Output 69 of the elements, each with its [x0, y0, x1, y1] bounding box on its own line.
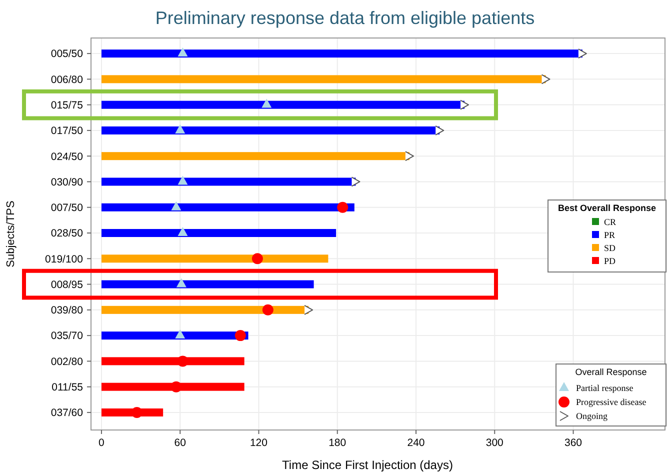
y-tick-label: 002/80	[50, 356, 84, 368]
point	[234, 330, 246, 342]
y-tick-label: 005/50	[50, 48, 84, 60]
y-tick-label: 006/80	[50, 74, 84, 86]
point	[171, 201, 182, 210]
bar	[101, 382, 244, 391]
text: Overall Response	[575, 367, 647, 377]
y-tick-label: 008/95	[50, 278, 84, 291]
bar	[101, 332, 248, 340]
x-tick-label: 360	[564, 437, 582, 449]
point	[578, 48, 587, 59]
point	[541, 74, 550, 84]
point	[176, 278, 186, 288]
text: Best Overall Response	[558, 203, 656, 213]
bar	[101, 203, 354, 212]
x-tick-label: 120	[250, 437, 268, 449]
x-tick-label: 180	[328, 437, 346, 449]
point	[460, 100, 469, 110]
bar	[101, 126, 440, 134]
bar	[101, 306, 309, 314]
bar	[101, 178, 356, 186]
bar	[101, 50, 582, 58]
point	[262, 98, 272, 108]
y-tick-label: 007/50	[50, 202, 84, 214]
x-tick-label: 240	[407, 437, 425, 449]
point	[178, 176, 188, 185]
y-tick-label: 039/80	[50, 304, 84, 317]
y-tick-label: 019/100	[45, 253, 84, 266]
x-axis-title: Time Since First Injection (days)	[282, 458, 453, 472]
legend-label: SD	[604, 243, 616, 254]
point	[177, 356, 188, 367]
x-tick-label: 300	[486, 437, 504, 449]
legend-label: Ongoing	[576, 411, 608, 422]
bar	[101, 152, 410, 160]
y-tick-label: 028/50	[50, 228, 84, 240]
y-axis-title: Subjects/TPS	[5, 200, 17, 268]
y-tick-label: 011/55	[52, 382, 84, 394]
point	[175, 124, 186, 134]
y-tick-label: 037/60	[50, 407, 84, 420]
point	[337, 202, 348, 213]
bar	[101, 254, 328, 263]
bar	[101, 75, 546, 84]
x-tick-label: 0	[98, 437, 105, 449]
point	[262, 304, 274, 316]
point	[175, 330, 186, 339]
point	[435, 125, 444, 136]
bar	[101, 280, 314, 288]
bar	[101, 357, 244, 366]
y-tick-label: 024/50	[50, 150, 84, 163]
point	[304, 304, 314, 315]
x-tick-label: 60	[174, 437, 186, 449]
legend-label: CR	[604, 217, 616, 228]
bar	[101, 100, 464, 109]
bar	[101, 229, 336, 237]
point	[178, 227, 188, 236]
legend-label: Partial response	[576, 383, 634, 394]
legend-label: PD	[604, 256, 616, 266]
y-tick-label: 015/75	[50, 99, 84, 112]
legend-label: PR	[604, 230, 616, 240]
point	[178, 48, 188, 57]
point	[351, 176, 360, 187]
point	[252, 253, 263, 264]
chart-title: Preliminary response data from eligible patients	[155, 8, 535, 28]
y-tick-label: 035/70	[50, 330, 84, 342]
point	[170, 381, 182, 392]
y-tick-label: 017/50	[50, 125, 84, 138]
point	[404, 151, 414, 162]
legend-label: Progressive disease	[576, 397, 646, 408]
y-tick-label: 030/90	[50, 176, 84, 188]
